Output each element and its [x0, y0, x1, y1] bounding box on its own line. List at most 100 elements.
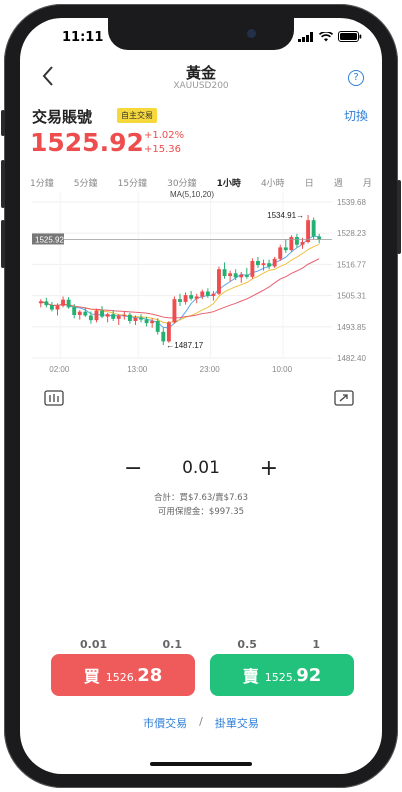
- increase-qty-button[interactable]: +: [260, 456, 278, 481]
- candle-body: [172, 299, 176, 322]
- candle-body: [211, 294, 215, 296]
- x-tick-label: 23:00: [200, 365, 221, 374]
- symbol-code: XAUUSD200: [20, 81, 382, 91]
- candle-body: [167, 322, 171, 341]
- x-tick-label: 02:00: [49, 365, 70, 374]
- candle-body: [67, 300, 71, 308]
- candle-chart-icon: [44, 390, 64, 406]
- candle-body: [111, 314, 115, 319]
- candle-body: [83, 312, 87, 316]
- notch: [108, 18, 294, 50]
- silent-switch: [1, 110, 5, 136]
- candle-body: [72, 307, 76, 315]
- current-price: 1525.92: [30, 128, 144, 157]
- candle-body: [245, 275, 249, 277]
- candle-body: [128, 315, 132, 321]
- sell-button[interactable]: 賣 1525.92: [210, 654, 354, 696]
- candle-body: [56, 306, 60, 310]
- y-tick-label: 1516.77: [337, 260, 366, 269]
- y-tick-label: 1528.23: [337, 229, 366, 238]
- indicator-label: MA(5,10,20): [170, 190, 214, 199]
- candle-body: [178, 299, 182, 302]
- candle-body: [39, 301, 43, 303]
- candle-body: [273, 259, 277, 267]
- candle-body: [184, 295, 188, 302]
- change-amount: +15.36: [144, 144, 181, 155]
- qty-value[interactable]: 0.01: [20, 458, 382, 478]
- buy-button[interactable]: 買 1526.28: [51, 654, 195, 696]
- candle-body: [139, 318, 143, 320]
- candle-body: [239, 275, 243, 278]
- low-annotation: ←1487.17: [166, 341, 203, 350]
- candle-body: [61, 300, 65, 306]
- account-type-badge: 自主交易: [117, 108, 157, 123]
- candle-body: [145, 320, 149, 324]
- candle-body: [301, 242, 305, 245]
- status-icons: [298, 31, 362, 42]
- available-margin: 可用保證金：$997.35: [20, 505, 382, 517]
- candle-body: [223, 269, 227, 276]
- y-tick-label: 1505.31: [337, 292, 366, 301]
- buy-label: 買: [84, 663, 100, 687]
- candle-body: [100, 311, 104, 317]
- volume-up-button: [1, 160, 5, 208]
- candle-body: [312, 220, 316, 236]
- candle-body: [217, 269, 221, 294]
- qty-preset-1[interactable]: 0.1: [163, 638, 183, 651]
- candle-body: [234, 273, 238, 277]
- ma5-line: [41, 236, 319, 328]
- candle-body: [200, 292, 204, 297]
- sell-label: 賣: [243, 663, 259, 687]
- chart-type-button[interactable]: [44, 390, 64, 410]
- camera: [247, 29, 256, 38]
- candle-body: [117, 316, 121, 319]
- battery-icon: [338, 31, 362, 42]
- candle-body: [267, 263, 271, 266]
- order-total: 合計：買$7.63/賣$7.63: [20, 491, 382, 503]
- candle-body: [206, 292, 210, 296]
- power-button: [397, 180, 401, 254]
- candle-body: [78, 312, 82, 315]
- candle-body: [289, 237, 293, 250]
- y-tick-label: 1539.68: [337, 198, 366, 207]
- pending-order-link[interactable]: 掛單交易: [215, 715, 259, 731]
- x-tick-label: 10:00: [272, 365, 293, 374]
- candle-body: [262, 263, 266, 265]
- qty-presets: 0.01 0.1 0.5 1: [80, 638, 320, 651]
- ma10-line: [41, 244, 319, 323]
- candle-body: [317, 237, 321, 240]
- y-tick-label: 1493.85: [337, 323, 366, 332]
- candle-body: [150, 321, 154, 323]
- sell-price: 1525.92: [265, 665, 322, 686]
- volume-down-button: [1, 220, 5, 268]
- candle-body: [122, 315, 126, 316]
- home-indicator: [150, 762, 252, 766]
- x-tick-label: 13:00: [127, 365, 148, 374]
- candle-body: [156, 321, 160, 332]
- market-order-link[interactable]: 市價交易: [143, 715, 187, 731]
- signal-icon: [298, 32, 314, 42]
- candle-body: [161, 332, 165, 342]
- y-tick-label: 1482.40: [337, 354, 366, 363]
- wifi-icon: [319, 32, 333, 42]
- high-annotation: 1534.91→: [267, 211, 304, 220]
- account-title: 交易賬號: [32, 106, 92, 127]
- price-chart[interactable]: 1539.68 1528.23 1516.77 1505.31 1493.85 1482.…: [32, 188, 372, 378]
- qty-preset-0[interactable]: 0.01: [80, 638, 107, 651]
- candle-body: [228, 273, 232, 276]
- fullscreen-button[interactable]: [334, 390, 354, 410]
- switch-account-link[interactable]: 切換: [344, 107, 368, 124]
- candle-body: [306, 220, 310, 242]
- candle-body: [295, 237, 299, 245]
- qty-preset-2[interactable]: 0.5: [237, 638, 257, 651]
- candle-body: [278, 247, 282, 258]
- help-button[interactable]: ?: [348, 70, 364, 86]
- order-mode-links: 市價交易 / 掛單交易: [20, 715, 382, 731]
- candle-body: [134, 318, 138, 321]
- qty-preset-3[interactable]: 1: [312, 638, 320, 651]
- expand-icon: [334, 390, 354, 406]
- candle-body: [189, 295, 193, 299]
- status-time: 11:11: [62, 30, 103, 45]
- candle-body: [44, 301, 48, 305]
- candle-body: [250, 261, 254, 277]
